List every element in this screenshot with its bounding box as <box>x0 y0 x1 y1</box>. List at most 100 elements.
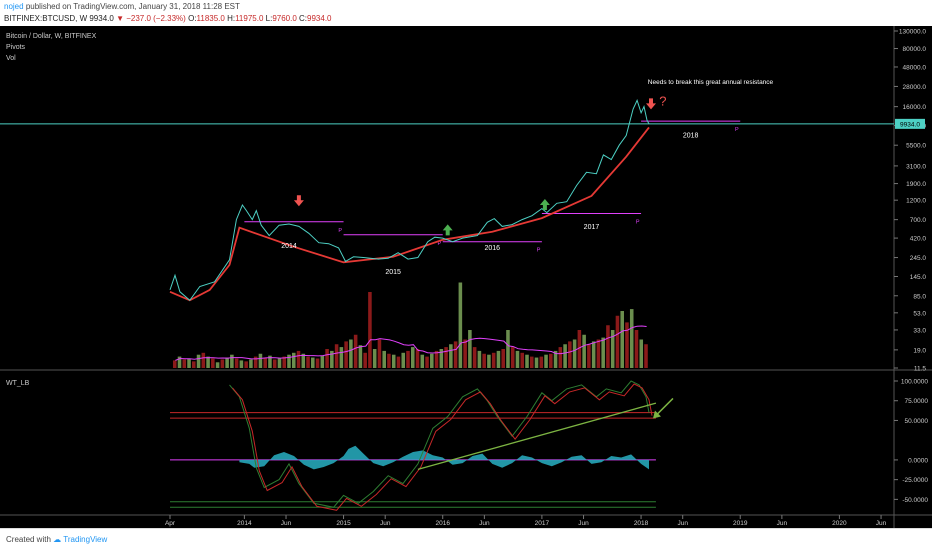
chart-svg[interactable]: Bitcoin / Dollar, W, BITFINEX Pivots Vol… <box>0 26 932 528</box>
y-tick-label: 33.0 <box>913 327 926 334</box>
brand-link[interactable]: TradingView <box>63 535 108 544</box>
volume-bar <box>458 282 463 368</box>
volume-bar <box>249 359 253 368</box>
volume-bar <box>634 330 639 368</box>
volume-bar <box>558 347 563 368</box>
x-tick-label: 2015 <box>336 520 351 527</box>
osc-y-tick-label: 50.0000 <box>905 418 929 425</box>
volume-bar <box>501 349 505 368</box>
x-tick-label: Jun <box>876 520 887 527</box>
volume-bar <box>582 334 586 368</box>
y-tick-label: 28000.0 <box>903 84 927 91</box>
volume-bar <box>520 352 525 368</box>
volume-bar <box>420 354 425 368</box>
volume-bar <box>349 339 353 368</box>
volume-bar <box>211 358 215 368</box>
volume-bar <box>215 362 220 368</box>
author-link[interactable]: nojed <box>4 2 24 11</box>
volume-bar <box>568 341 572 368</box>
volume-bar <box>610 330 615 368</box>
volume-bar <box>391 354 396 368</box>
volume-bar <box>296 350 301 368</box>
volume-bar <box>515 350 520 368</box>
header-bar: nojed published on TradingView.com, Janu… <box>0 0 932 26</box>
question-mark: ? <box>659 94 666 109</box>
volume-bar <box>363 352 367 368</box>
x-tick-label: Jun <box>578 520 589 527</box>
y-tick-label: 1900.0 <box>906 181 926 188</box>
year-label: 2018 <box>683 133 699 140</box>
volume-bar <box>620 311 624 368</box>
chart-area[interactable]: Bitcoin / Dollar, W, BITFINEX Pivots Vol… <box>0 26 932 528</box>
volume-bar <box>491 352 496 368</box>
osc-trend-line <box>417 402 657 471</box>
low-value: 9760.0 <box>272 14 297 23</box>
y-tick-label: 420.0 <box>910 236 927 243</box>
volume-ma-line <box>175 325 647 361</box>
ohlc-line: BITFINEX:BTCUSD, W 9934.0 ▼ −237.0 (−2.3… <box>4 14 331 23</box>
volume-bar <box>472 347 477 368</box>
volume-bar <box>177 356 182 368</box>
volume-bar <box>591 341 596 368</box>
volume-bar <box>253 356 258 368</box>
y-tick-label: 48000.0 <box>903 64 927 71</box>
volume-bar <box>182 359 187 368</box>
volume-bar <box>410 347 415 368</box>
x-tick-label: Jun <box>479 520 490 527</box>
volume-bar <box>487 354 491 368</box>
osc-histogram <box>239 445 649 470</box>
volume-bar <box>615 315 620 368</box>
volume-bar <box>596 339 601 368</box>
volume-bar <box>425 356 429 368</box>
x-tick-label: Jun <box>777 520 788 527</box>
volume-bar <box>239 360 244 368</box>
osc-y-tick-label: 0.0000 <box>908 457 928 464</box>
close-value: 9934.0 <box>307 14 332 23</box>
volume-bar <box>482 353 486 368</box>
volume-bar <box>344 341 348 368</box>
volume-bar <box>258 353 263 368</box>
volume-bar <box>172 360 177 368</box>
y-tick-label: 145.0 <box>910 274 927 281</box>
volume-bar <box>311 357 315 368</box>
x-tick-label: 2018 <box>634 520 649 527</box>
volume-bar <box>430 353 434 368</box>
volume-bar <box>372 349 377 368</box>
volume-bar <box>234 358 239 368</box>
price-chart-title: Bitcoin / Dollar, W, BITFINEX <box>6 33 97 40</box>
volume-bar <box>282 356 287 368</box>
green-arrow-head-icon <box>652 410 661 419</box>
volume-bar <box>539 356 544 368</box>
volume-bar <box>291 352 296 368</box>
x-tick-label: 2019 <box>733 520 748 527</box>
volume-bar <box>553 350 558 368</box>
osc-y-tick-label: -50.0000 <box>902 497 928 504</box>
year-label: 2014 <box>281 243 297 250</box>
osc-y-tick-label: 100.0000 <box>901 379 928 386</box>
volume-bar <box>325 349 329 368</box>
pivot-label: P <box>636 219 640 225</box>
high-value: 11975.0 <box>235 14 264 23</box>
open-label: O: <box>188 14 197 23</box>
volume-bar <box>544 354 548 368</box>
year-label: 2015 <box>385 269 401 276</box>
pivot-label: P <box>438 241 442 247</box>
up-arrow-icon <box>539 199 550 210</box>
indicator-pivots: Pivots <box>6 44 26 51</box>
volume-bar <box>529 356 534 368</box>
price-change: −237.0 (−2.33%) <box>126 14 186 23</box>
volume-bar <box>187 358 191 368</box>
x-tick-label: Jun <box>677 520 688 527</box>
volume-bar <box>453 341 458 368</box>
volume-bar <box>272 359 277 368</box>
volume-bar <box>301 353 306 368</box>
volume-bar <box>629 309 634 368</box>
wave-line-red <box>232 383 653 511</box>
volume-bar <box>525 354 529 368</box>
y-tick-label: 19.0 <box>913 347 926 354</box>
publish-line: nojed published on TradingView.com, Janu… <box>4 2 240 11</box>
x-tick-label: Jun <box>281 520 292 527</box>
volume-bar <box>268 355 272 368</box>
volume-bar <box>415 349 420 368</box>
price-line <box>169 99 650 302</box>
